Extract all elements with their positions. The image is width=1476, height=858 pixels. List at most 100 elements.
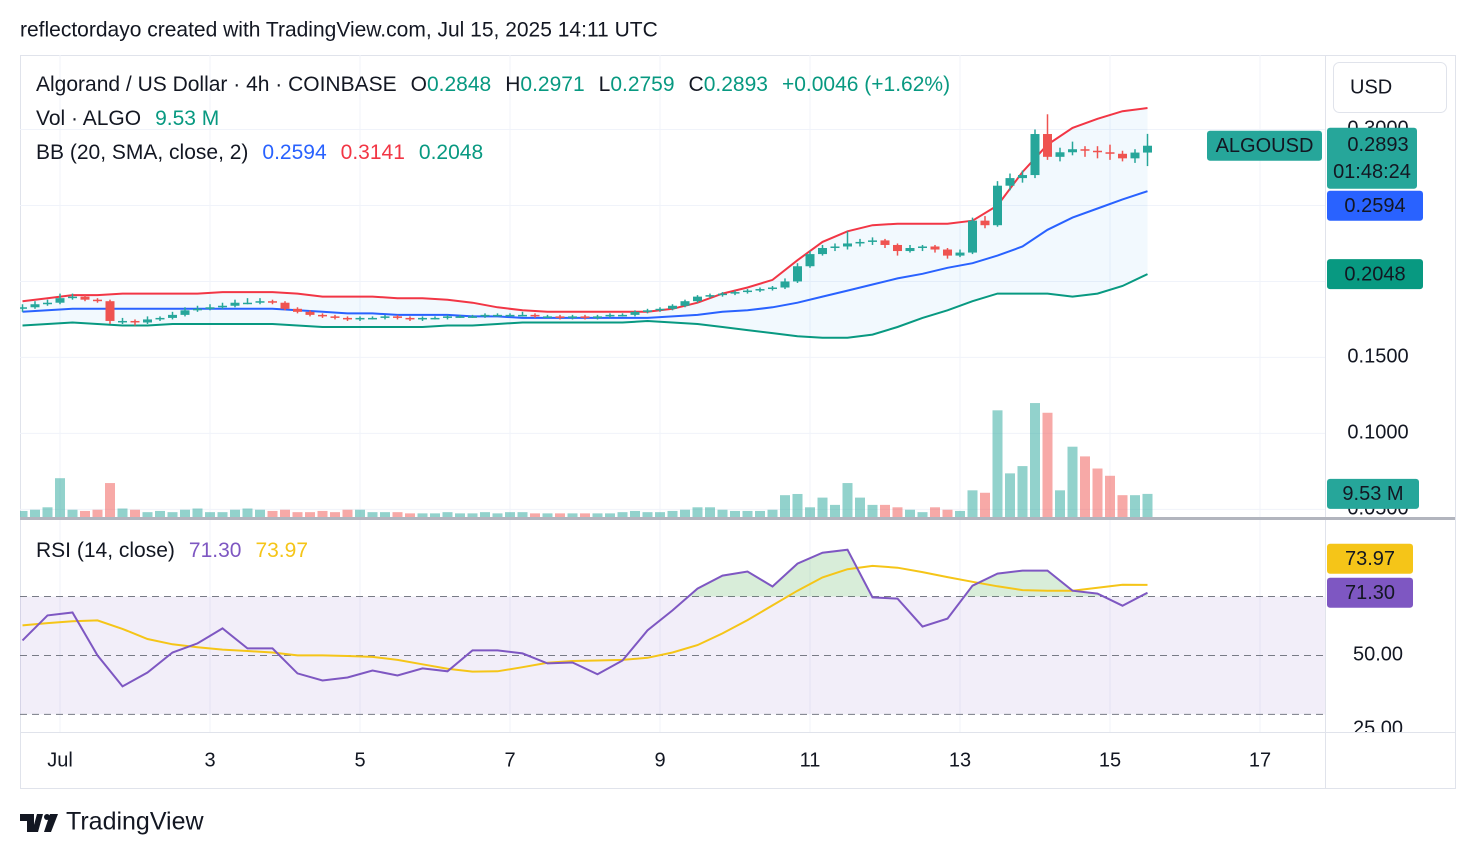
candle-body <box>555 316 565 318</box>
bb-lower-badge: 0.2048 <box>1344 263 1405 285</box>
candle-body <box>768 287 777 290</box>
volume-bar <box>755 510 765 517</box>
volume-bar <box>467 513 478 517</box>
volume-bar <box>217 512 228 517</box>
candle-body <box>593 316 602 318</box>
volume-bar <box>292 512 303 517</box>
candle-body <box>218 305 227 308</box>
volume-bar <box>767 509 778 517</box>
volume-bar <box>605 513 615 517</box>
volume-bar <box>1005 473 1015 517</box>
candle-body <box>1055 152 1065 157</box>
volume-bar <box>717 509 728 517</box>
volume-bar <box>280 509 290 517</box>
ohlc-label: C <box>689 73 704 96</box>
candle-body <box>130 320 140 323</box>
bb-lower <box>22 273 1148 339</box>
candle-body <box>493 314 502 317</box>
candle-body <box>1093 150 1102 153</box>
volume-bar <box>1030 403 1040 517</box>
rsi-name: RSI (14, close) <box>36 539 175 562</box>
candle-body <box>980 220 990 226</box>
x-tick-label: 17 <box>1249 749 1271 771</box>
candle-body <box>855 241 865 244</box>
countdown: 01:48:24 <box>1333 161 1411 183</box>
bb-upper <box>22 107 1148 313</box>
currency-label[interactable]: USD <box>1350 76 1392 98</box>
candle-body <box>30 304 40 308</box>
volume-bar <box>817 497 828 517</box>
open-value: 0.2848 <box>427 73 491 96</box>
candle-body <box>518 314 527 317</box>
volume-bar <box>742 510 753 517</box>
volume-bar <box>92 509 103 517</box>
candle-body <box>243 302 252 305</box>
ohlc-label: H <box>505 73 520 96</box>
candle-body <box>1005 178 1015 186</box>
currency-button[interactable] <box>1333 62 1447 113</box>
volume-bar <box>842 483 853 517</box>
volume-bar <box>30 509 40 517</box>
volume-bar <box>992 410 1003 517</box>
volume-bar <box>1067 446 1078 517</box>
candle-body <box>668 305 677 309</box>
volume-bar <box>630 510 640 517</box>
candle-body <box>955 252 965 256</box>
volume-bar <box>780 495 790 517</box>
volume-bar <box>242 508 253 517</box>
chart: 0.05000.10000.15000.20000.25000.300025.0… <box>20 55 1423 771</box>
candle-body <box>943 249 952 256</box>
rsi-value: 71.30 <box>189 539 242 562</box>
volume-bar <box>305 512 315 517</box>
last-price-bg <box>1327 127 1417 189</box>
candle-body <box>20 307 27 309</box>
candle-body <box>930 246 940 250</box>
candle-body <box>468 316 477 318</box>
volume-bar <box>180 509 190 517</box>
legend-volume: Vol · ALGO 9.53 M <box>36 107 219 130</box>
volume-bar <box>905 509 915 517</box>
volume-bar <box>730 510 740 517</box>
volume-bar <box>442 512 453 517</box>
volume-bar <box>1130 495 1140 517</box>
volume-bar <box>130 509 140 517</box>
volume-bar <box>867 504 878 517</box>
rsi-overbought-fill <box>22 549 1148 597</box>
candle-body <box>255 301 265 303</box>
candle-body <box>180 310 190 315</box>
candle-body <box>443 316 452 318</box>
candle-body <box>643 310 652 312</box>
volume-bar <box>317 510 328 517</box>
volume-bar <box>1055 490 1065 517</box>
volume-bar <box>967 490 978 517</box>
candle-body <box>205 307 215 309</box>
rsi-badge-bg <box>1327 577 1413 608</box>
candle-body <box>1068 149 1077 153</box>
volume-bar <box>880 504 890 517</box>
candle-body <box>805 254 815 267</box>
ohlc-label: L <box>599 73 611 96</box>
rsi-ma-line <box>22 564 1148 673</box>
candle-body <box>655 308 665 311</box>
volume-bar <box>230 509 240 517</box>
candle-body <box>530 314 540 317</box>
candle-body <box>1043 134 1052 157</box>
candle-body <box>455 316 465 318</box>
candle-body <box>780 281 790 288</box>
ohlc-label: O <box>411 73 427 96</box>
candle-body <box>580 316 590 318</box>
x-tick-label: Jul <box>47 749 73 771</box>
x-tick-label: 7 <box>504 749 515 771</box>
candle-body <box>105 301 115 321</box>
high-value: 0.2971 <box>520 73 584 96</box>
volume-bar <box>917 512 928 517</box>
volume-bar <box>430 513 440 517</box>
volume-bar <box>67 509 78 517</box>
candle-body <box>1080 149 1090 151</box>
volume-bar <box>192 508 203 517</box>
candle-body <box>968 220 977 253</box>
legend-rsi: RSI (14, close) 71.30 73.97 <box>36 539 308 562</box>
volume-bar <box>492 513 503 517</box>
candle-body <box>993 185 1002 226</box>
